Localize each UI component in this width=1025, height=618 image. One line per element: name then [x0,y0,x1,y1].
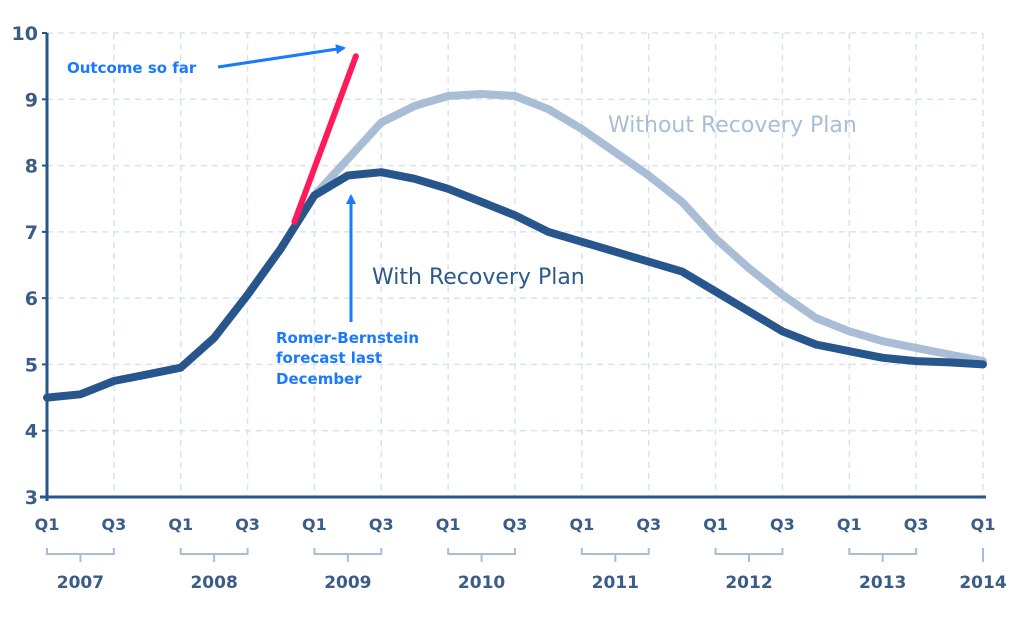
x-quarter-label: Q3 [770,515,795,534]
axes: 3 4 5 6 7 8 9 10 Q1 Q3 Q1 Q3 Q1 Q3 Q1 Q3 Q1 Q3 Q1 Q3 Q1 Q3 Q1 2… [12,23,1007,593]
annotation-forecast: Romer-Bernstein forecast last December [276,194,419,388]
x-quarter-label: Q1 [35,515,60,534]
x-year-label: 2010 [458,573,505,593]
x-quarter-label: Q1 [703,515,728,534]
year-bracket [580,548,650,562]
y-tick-label: 5 [25,354,38,376]
series-line-without-recovery-plan [310,90,987,366]
year-bracket [848,548,918,562]
series-line-outcome-so-far [291,53,359,225]
annotation-outcome: Outcome so far [67,44,346,77]
x-year-label: 2009 [324,573,371,593]
x-quarter-label: Q3 [235,515,260,534]
x-quarter-label: Q1 [436,515,461,534]
x-year-label: 2011 [592,573,639,593]
annotation-forecast-line1: Romer-Bernstein [276,329,419,347]
y-tick-label: 6 [25,288,38,310]
year-bracket [46,548,115,562]
x-year-label: 2008 [190,573,237,593]
year-bracket [447,548,516,562]
series-label-without: Without Recovery Plan [608,113,857,138]
x-quarter-label: Q1 [168,515,193,534]
y-tick-label: 4 [25,421,38,443]
x-year-label: 2013 [859,573,906,593]
y-tick-label: 7 [25,222,38,244]
annotation-outcome-text: Outcome so far [67,59,197,77]
annotation-forecast-line3: December [276,370,362,388]
x-quarter-label: Q3 [636,515,661,534]
x-quarter-label: Q1 [971,515,996,534]
grid [47,32,984,497]
year-bracket [313,548,383,562]
x-quarter-label: Q3 [101,515,126,534]
x-quarter-label: Q3 [369,515,394,534]
year-bracket [179,548,249,562]
x-quarter-label: Q1 [569,515,594,534]
y-tick-label: 9 [25,89,38,111]
x-quarter-label: Q3 [904,515,929,534]
series-label-with: With Recovery Plan [372,265,585,290]
x-quarter-label: Q3 [503,515,528,534]
y-tick-label: 10 [12,23,38,45]
x-year-label: 2007 [57,573,104,593]
y-tick-label: 8 [25,156,38,178]
y-tick-label: 3 [25,487,38,509]
x-year-label: 2012 [725,573,772,593]
x-quarter-label: Q1 [302,515,327,534]
year-bracket [714,548,784,562]
series-line-with-recovery-plan [43,168,987,402]
x-quarter-label: Q1 [837,515,862,534]
annotation-forecast-line2: forecast last [276,349,382,367]
x-year-label: 2014 [959,573,1006,593]
outcome-arrow [217,44,346,69]
series-group [43,53,987,402]
